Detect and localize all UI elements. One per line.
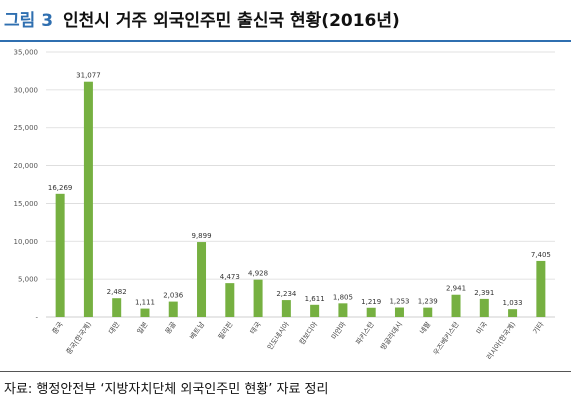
category-label: 베트남 bbox=[188, 320, 207, 341]
y-tick-label: 5,000 bbox=[18, 276, 38, 284]
figure-title: 인천시 거주 외국인주민 출신국 현황(2016년) bbox=[63, 11, 400, 31]
category-label: 중국(한국계) bbox=[64, 320, 93, 356]
bar bbox=[168, 301, 178, 317]
category-label: 방글라데시 bbox=[378, 320, 404, 352]
data-label: 1,611 bbox=[305, 295, 325, 303]
data-label: 1,253 bbox=[389, 298, 409, 306]
data-label: 1,111 bbox=[135, 299, 155, 307]
category-label: 네팔 bbox=[418, 320, 433, 336]
data-label: 2,234 bbox=[276, 290, 297, 298]
data-label: 2,941 bbox=[446, 285, 466, 293]
bar bbox=[451, 294, 461, 317]
data-label: 2,391 bbox=[474, 289, 494, 297]
data-label: 2,482 bbox=[107, 288, 127, 296]
y-tick-label: 15,000 bbox=[14, 200, 39, 208]
data-label: 1,219 bbox=[361, 298, 381, 306]
bar bbox=[281, 300, 291, 317]
bar bbox=[508, 309, 518, 317]
category-label: 미국 bbox=[474, 320, 489, 336]
category-label: 기타 bbox=[531, 320, 546, 336]
bar bbox=[479, 298, 489, 317]
figure-title-row: 그림 3 인천시 거주 외국인주민 출신국 현황(2016년) bbox=[4, 6, 400, 32]
bar bbox=[197, 242, 207, 317]
y-tick-label: 35,000 bbox=[14, 49, 39, 57]
data-label: 31,077 bbox=[76, 72, 101, 80]
y-tick-label: 10,000 bbox=[14, 238, 39, 246]
bar bbox=[310, 304, 320, 317]
category-label: 대만 bbox=[107, 320, 122, 336]
y-tick-label: 30,000 bbox=[14, 86, 39, 94]
data-label: 1,805 bbox=[333, 293, 353, 301]
y-tick-label: - bbox=[35, 314, 38, 322]
category-label: 인도네시아 bbox=[265, 320, 291, 352]
bar bbox=[536, 260, 546, 317]
bar bbox=[83, 81, 93, 317]
y-tick-label: 25,000 bbox=[14, 124, 39, 132]
figure-label: 그림 3 bbox=[4, 11, 54, 31]
category-label: 중국 bbox=[51, 320, 65, 336]
title-divider bbox=[0, 40, 571, 42]
source-divider bbox=[0, 371, 571, 372]
y-tick-label: 20,000 bbox=[14, 162, 39, 170]
data-label: 16,269 bbox=[48, 184, 73, 192]
category-label: 캄보디아 bbox=[297, 320, 319, 347]
category-label: 몽골 bbox=[164, 320, 178, 336]
bar bbox=[225, 283, 235, 317]
category-label: 일본 bbox=[135, 320, 150, 336]
bar bbox=[55, 193, 65, 317]
category-label: 우즈베키스탄 bbox=[431, 320, 461, 357]
bar bbox=[366, 307, 376, 317]
bar bbox=[423, 307, 433, 317]
bar bbox=[338, 303, 348, 317]
bar bbox=[394, 307, 404, 317]
data-label: 2,036 bbox=[163, 292, 184, 300]
category-label: 태국 bbox=[249, 320, 263, 336]
bar bbox=[140, 308, 150, 317]
category-label: 필리핀 bbox=[216, 320, 234, 341]
bar-chart: - 5,000 10,000 15,000 20,000 25,000 30,000 35,0… bbox=[14, 49, 555, 362]
source-note: 자료: 행정안전부 ‘지방자치단체 외국인주민 현황’ 자료 정리 bbox=[4, 382, 329, 397]
data-label: 7,405 bbox=[531, 251, 551, 259]
data-label: 4,928 bbox=[248, 270, 268, 278]
data-label: 1,033 bbox=[503, 299, 523, 307]
data-label: 9,899 bbox=[192, 232, 212, 240]
data-label: 4,473 bbox=[220, 273, 240, 281]
category-label: 미얀마 bbox=[329, 320, 348, 341]
category-label: 파키스탄 bbox=[354, 320, 376, 347]
category-label: 러시아(한국계) bbox=[485, 320, 518, 362]
bar bbox=[112, 298, 122, 317]
bar bbox=[253, 279, 263, 317]
data-label: 1,239 bbox=[418, 298, 438, 306]
